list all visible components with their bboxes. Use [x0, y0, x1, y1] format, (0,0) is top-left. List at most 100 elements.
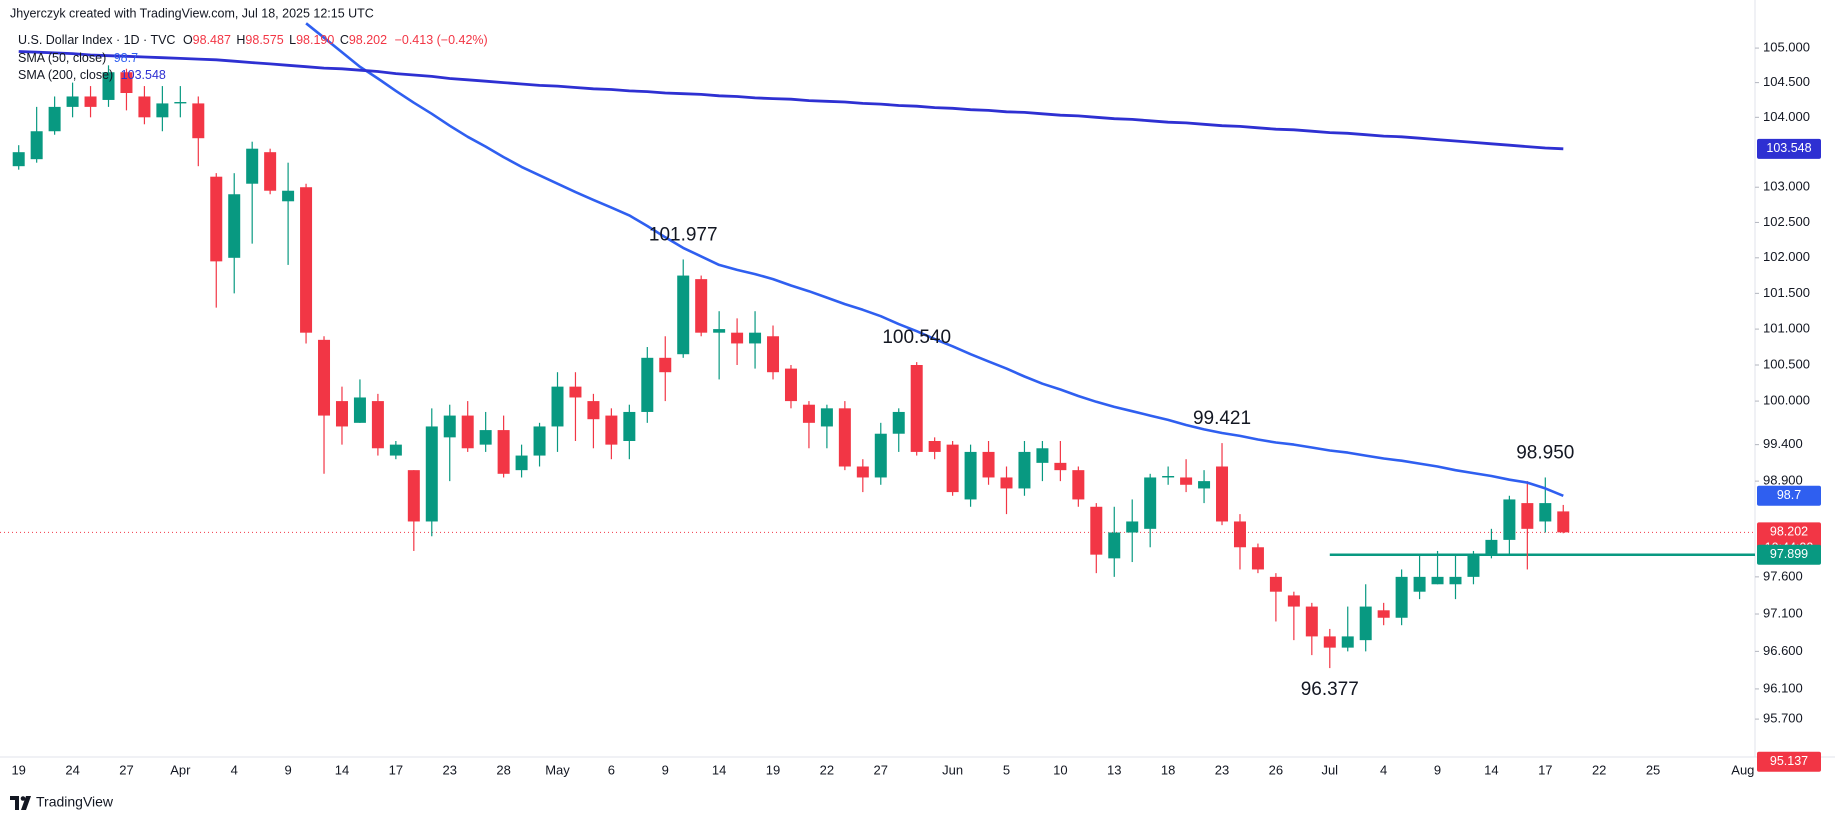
- candle-body: [84, 96, 97, 107]
- candle-body: [497, 430, 510, 474]
- x-tick-label: 26: [1269, 762, 1283, 777]
- x-tick-label: 28: [496, 762, 510, 777]
- candle-body: [1036, 448, 1049, 463]
- x-tick-label: 9: [662, 762, 669, 777]
- legend-close: 98.202: [349, 33, 387, 47]
- candle-body: [874, 433, 887, 478]
- candle-body: [12, 152, 25, 167]
- y-tick-label: 101.000: [1763, 321, 1810, 336]
- candle-body: [407, 470, 420, 522]
- price-tag-label: 97.899: [1770, 547, 1808, 561]
- x-tick-label: Jul: [1321, 762, 1338, 777]
- y-tick-label: 102.500: [1763, 214, 1810, 229]
- candle-body: [713, 329, 726, 333]
- candle-body: [551, 386, 564, 427]
- candle-body: [138, 96, 151, 118]
- y-tick-label: 102.000: [1763, 249, 1810, 264]
- y-tick-label: 97.600: [1763, 568, 1803, 583]
- candle-body: [838, 408, 851, 467]
- candle-body: [1431, 576, 1444, 585]
- candle-body: [587, 401, 600, 420]
- legend-prefix: C: [340, 33, 349, 47]
- x-tick-label: 23: [443, 762, 457, 777]
- legend-open: 98.487: [193, 33, 231, 47]
- legend-series-name: SMA (50, close): [18, 51, 106, 65]
- candle-body: [695, 279, 708, 333]
- annotation: 96.377: [1301, 679, 1359, 700]
- x-tick-label: Apr: [170, 762, 191, 777]
- price-tag-label: 103.548: [1766, 141, 1811, 155]
- annotation: 98.950: [1516, 442, 1574, 463]
- x-tick-label: 24: [65, 762, 79, 777]
- candle-body: [892, 411, 905, 434]
- price-tag: [1757, 544, 1821, 565]
- y-tick-label: 101.500: [1763, 285, 1810, 300]
- overlay: 105.000 104.500 104.000 103.000 102.500 102.0…: [11, 40, 1821, 777]
- x-tick-label: 22: [1592, 762, 1606, 777]
- annotation: 101.977: [649, 224, 718, 245]
- x-tick-label: 9: [1434, 762, 1441, 777]
- candle-body: [461, 415, 474, 449]
- candle-body: [982, 451, 995, 478]
- price-tag: [1757, 485, 1821, 506]
- price-tag-label: 98.7: [1777, 488, 1801, 502]
- legend-change: −0.413 (−0.42%): [395, 33, 488, 47]
- logo-dot: [20, 796, 26, 801]
- candle-body: [210, 176, 223, 262]
- watermark: TradingView: [10, 794, 114, 810]
- x-tick-label: 4: [231, 762, 238, 777]
- candle-body: [1216, 466, 1229, 522]
- candle-body: [1323, 636, 1336, 648]
- candle-body: [1000, 477, 1013, 489]
- candle-body: [1449, 576, 1462, 585]
- candle-body: [48, 106, 61, 132]
- legend-symbol: U.S. Dollar Index · 1D · TVC: [18, 33, 175, 47]
- candle-body: [1305, 606, 1318, 637]
- y-tick-label: 104.500: [1763, 74, 1810, 89]
- y-tick-label: 96.100: [1763, 680, 1803, 695]
- candle-body: [1251, 547, 1264, 570]
- sma-line: [18, 50, 1564, 151]
- legend-sma200: SMA (200, close) 103.548: [18, 68, 166, 82]
- candle-body: [1413, 576, 1426, 592]
- candle-body: [659, 357, 672, 373]
- candle-body: [533, 426, 546, 456]
- price-tag: [1757, 751, 1821, 772]
- candle-body: [1018, 451, 1031, 489]
- legend-sma50: SMA (50, close) 98.7: [18, 51, 138, 65]
- candle-body: [928, 440, 941, 452]
- candle-body: [946, 444, 959, 493]
- candle-body: [318, 339, 331, 416]
- candle-body: [1287, 595, 1300, 607]
- annotation: 99.421: [1193, 408, 1251, 429]
- x-tick-label: 18: [1161, 762, 1175, 777]
- x-tick-label: Jun: [942, 762, 963, 777]
- candle-body: [802, 404, 815, 423]
- candle-body: [1162, 476, 1175, 478]
- x-tick-label: 17: [1538, 762, 1552, 777]
- candle-body: [1126, 521, 1139, 533]
- candle-body: [784, 368, 797, 402]
- candle-body: [30, 131, 43, 160]
- legend-series-value: 103.548: [121, 68, 166, 82]
- x-tick-label: 9: [284, 762, 291, 777]
- candle-body: [1233, 521, 1246, 548]
- y-tick-label: 103.000: [1763, 179, 1810, 194]
- y-tick-label: 98.900: [1763, 473, 1803, 488]
- x-tick-label: 6: [608, 762, 615, 777]
- candle-body: [264, 152, 277, 191]
- candle-body: [1395, 576, 1408, 618]
- candle-body: [174, 102, 187, 104]
- x-tick-label: 19: [11, 762, 25, 777]
- x-tick-label: 4: [1380, 762, 1387, 777]
- candle-body: [228, 194, 241, 258]
- candle-body: [443, 415, 456, 438]
- candle-body: [1467, 554, 1480, 577]
- candle-body: [623, 411, 636, 441]
- y-tick-label: 96.600: [1763, 643, 1803, 658]
- legend-prefix: H: [236, 33, 245, 47]
- candle-body: [246, 148, 259, 184]
- y-tick-label: 104.000: [1763, 109, 1810, 124]
- x-tick-label: 17: [389, 762, 403, 777]
